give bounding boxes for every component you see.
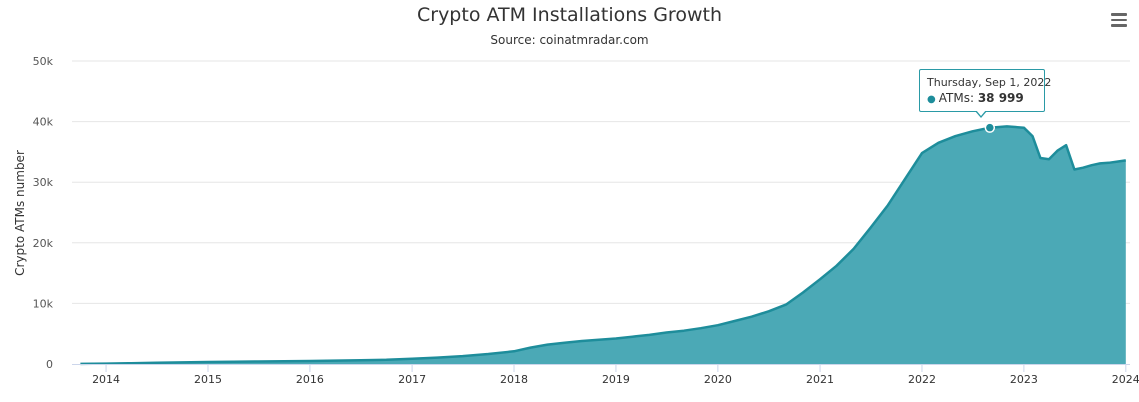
tooltip-date: Thursday, Sep 1, 2022 (927, 76, 1052, 89)
y-tick-label: 30k (33, 176, 54, 189)
x-axis-ticks (105, 364, 1127, 372)
x-tick-label: 2024 (1112, 373, 1139, 386)
y-tick-label: 40k (33, 116, 54, 129)
y-axis-title: Crypto ATMs number (13, 150, 27, 276)
x-tick-label: 2023 (1010, 373, 1038, 386)
menu-bar (1111, 24, 1127, 27)
x-tick-label: 2017 (398, 373, 426, 386)
tooltip: Thursday, Sep 1, 2022 ● ATMs: 38 999 (919, 69, 1051, 112)
x-axis-labels: 2014 2015 2016 2017 2018 2019 2020 2021 2022 2023… (92, 373, 1139, 386)
x-tick-label: 2022 (908, 373, 936, 386)
y-tick-label: 50k (33, 55, 54, 68)
y-tick-label: 10k (33, 297, 54, 310)
x-tick-label: 2014 (92, 373, 120, 386)
tooltip-value: 38 999 (977, 91, 1024, 105)
tooltip-marker (984, 122, 996, 133)
y-axis-labels: 0 10k 20k 30k 40k 50k (33, 55, 54, 371)
y-tick-label: 20k (33, 237, 54, 250)
x-tick-label: 2015 (194, 373, 222, 386)
tooltip-series-dot-icon: ● (927, 94, 936, 105)
hamburger-menu-icon[interactable] (1111, 13, 1127, 27)
x-tick-label: 2016 (296, 373, 324, 386)
x-tick-label: 2020 (704, 373, 732, 386)
x-tick-label: 2021 (806, 373, 834, 386)
x-tick-label: 2018 (500, 373, 528, 386)
x-tick-label: 2019 (602, 373, 630, 386)
tooltip-arrow-fill (976, 110, 986, 116)
menu-bar (1111, 13, 1127, 16)
y-tick-label: 0 (46, 358, 53, 371)
chart-subtitle: Source: coinatmradar.com (490, 33, 649, 47)
series-area (80, 126, 1126, 365)
chart-title: Crypto ATM Installations Growth (416, 4, 722, 26)
tooltip-row: ● ATMs: 38 999 (927, 91, 1024, 105)
menu-bar (1111, 18, 1127, 21)
series-line (80, 125, 1126, 366)
tooltip-series-label: ATMs: (938, 91, 974, 105)
